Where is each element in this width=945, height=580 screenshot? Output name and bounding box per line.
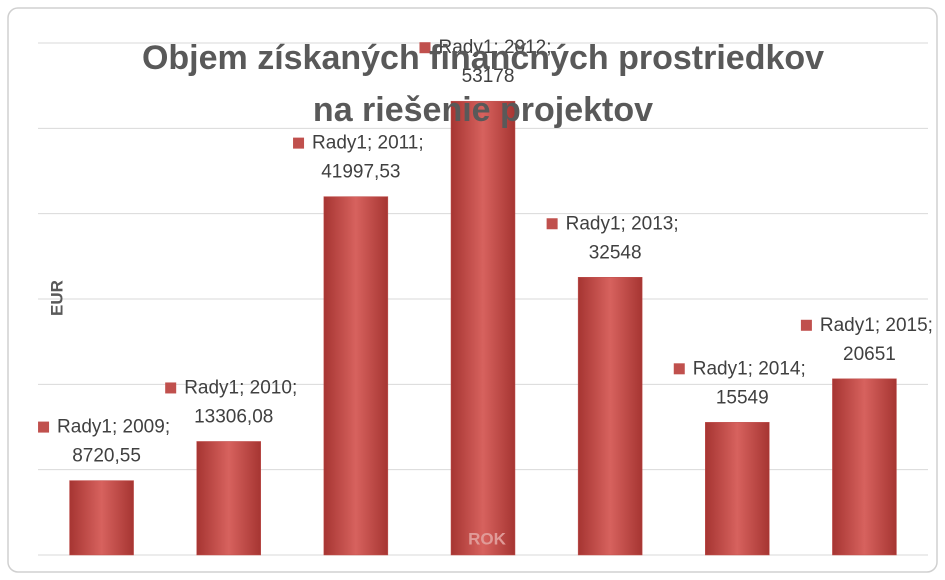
data-label-part: Rady1 — [184, 377, 239, 398]
data-label: 32548 — [589, 242, 642, 263]
data-label: 41997,53 — [321, 162, 400, 183]
data-label: 13306,08 — [194, 406, 273, 427]
data-label: Rady1; 2012; — [438, 37, 551, 58]
data-label: Rady1; 2013; — [566, 213, 679, 234]
data-label: Rady1; 2011; — [312, 133, 424, 154]
legend-key — [419, 42, 431, 54]
data-label-part: 2011 — [378, 133, 419, 154]
bar — [323, 196, 389, 556]
legend-key — [293, 137, 305, 149]
bar — [832, 378, 897, 556]
data-label: 20651 — [843, 344, 896, 365]
data-label-part: Rady1 — [820, 315, 875, 336]
y-axis-label: EUR — [47, 280, 66, 316]
chart-title: na riešenie projektov — [313, 91, 653, 129]
data-label-part: Rady1 — [438, 37, 493, 58]
bar — [705, 422, 770, 556]
bar — [577, 277, 643, 556]
data-label-part: 2015 — [885, 315, 927, 336]
chart-title: Objem získaných finančných prostriedkov — [142, 39, 824, 77]
data-label-part: Rady1 — [566, 213, 621, 234]
data-label-part: Rady1 — [693, 358, 748, 379]
data-label-part: 2012 — [504, 37, 546, 58]
data-label: Rady1; 2015; — [820, 315, 933, 336]
data-label-part: 2014 — [758, 358, 801, 379]
data-label-part: 2013 — [631, 213, 673, 234]
data-label: 53178 — [462, 66, 515, 87]
data-label-part: Rady1 — [312, 133, 367, 154]
bar — [196, 441, 261, 556]
legend-key — [165, 382, 177, 394]
data-label-part: Rady1 — [57, 417, 112, 438]
data-label: Rady1; 2010; — [184, 377, 297, 398]
legend-key — [546, 218, 558, 230]
bar — [69, 480, 134, 556]
data-label: Rady1; 2009; — [57, 417, 170, 438]
legend-key — [38, 421, 50, 433]
data-label: 8720,55 — [72, 446, 141, 467]
data-label-part: 2009 — [123, 417, 165, 438]
legend-key — [800, 319, 812, 331]
x-axis-label: ROK — [468, 529, 507, 548]
data-label-part: 2010 — [250, 377, 292, 398]
data-label: Rady1; 2014; — [693, 358, 806, 379]
data-label: 15549 — [716, 387, 769, 408]
legend-key — [673, 363, 685, 375]
bar — [450, 100, 516, 556]
